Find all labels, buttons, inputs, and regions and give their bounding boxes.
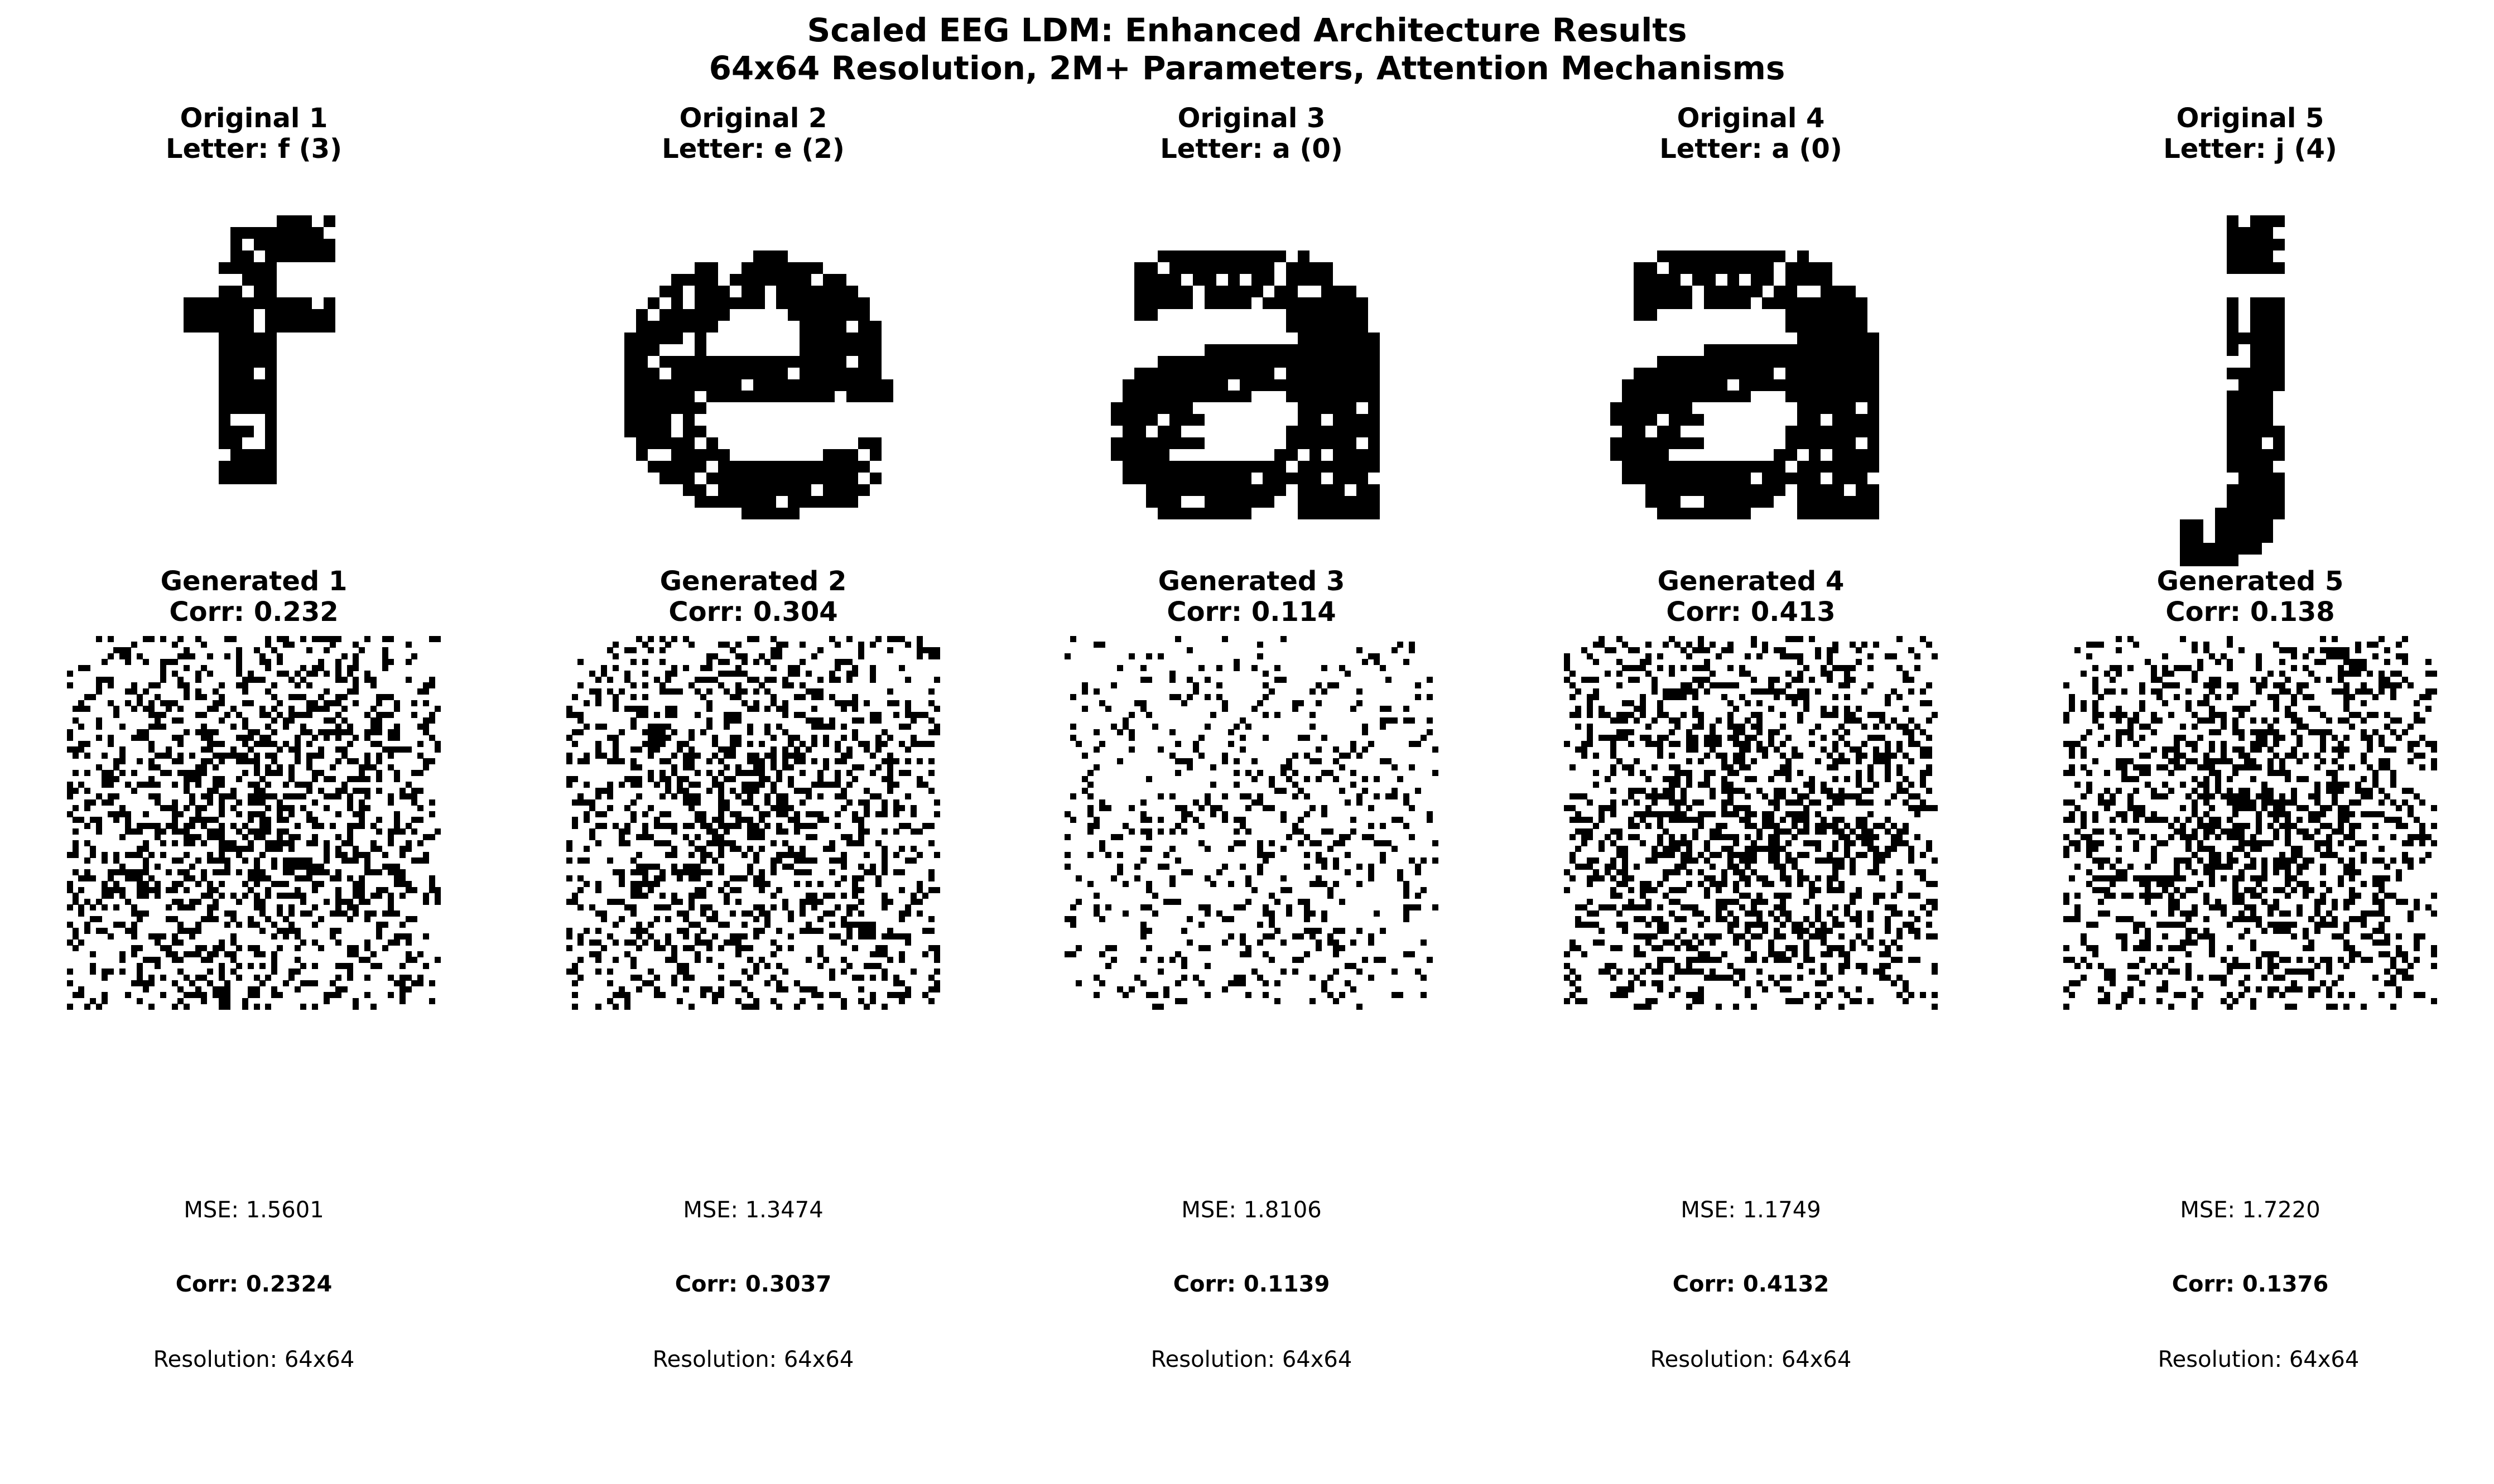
generated-panel-title-4: Generated 4 Corr: 0.413 [1556, 566, 1946, 628]
original-letter-label: Letter: a (0) [1659, 133, 1842, 165]
generated-corr-label: Corr: 0.304 [668, 596, 838, 628]
original-image-1 [67, 192, 441, 566]
generated-label: Generated 3 [1158, 566, 1345, 597]
original-panel-title-1: Original 1 Letter: f (3) [59, 103, 449, 165]
mse-stat-1: MSE: 1.5601 [184, 1197, 324, 1223]
generated-image-1 [67, 636, 441, 1010]
original-panel-title-2: Original 2 Letter: e (2) [558, 103, 949, 165]
original-image-3 [1065, 192, 1438, 566]
generated-label: Generated 4 [1657, 566, 1845, 597]
corr-stat-3: Corr: 0.1139 [1173, 1271, 1330, 1297]
original-letter-label: Letter: e (2) [662, 133, 845, 165]
generated-corr-label: Corr: 0.413 [1666, 596, 1836, 628]
original-panel-title-3: Original 3 Letter: a (0) [1056, 103, 1447, 165]
generated-corr-label: Corr: 0.138 [2165, 596, 2335, 628]
generated-label: Generated 1 [160, 566, 348, 597]
resolution-stat-5: Resolution: 64x64 [2158, 1347, 2360, 1372]
resolution-stat-4: Resolution: 64x64 [1650, 1347, 1852, 1372]
original-label: Original 3 [1177, 103, 1326, 134]
generated-label: Generated 5 [2156, 566, 2344, 597]
generated-corr-label: Corr: 0.114 [1167, 596, 1336, 628]
figure-title-line-1: Scaled EEG LDM: Enhanced Architecture Re… [807, 11, 1687, 49]
original-letter-label: Letter: j (4) [2163, 133, 2337, 165]
generated-panel-title-2: Generated 2 Corr: 0.304 [558, 566, 949, 628]
resolution-stat-1: Resolution: 64x64 [153, 1347, 355, 1372]
original-letter-label: Letter: a (0) [1160, 133, 1343, 165]
generated-panel-title-1: Generated 1 Corr: 0.232 [59, 566, 449, 628]
mse-stat-5: MSE: 1.7220 [2180, 1197, 2320, 1223]
corr-stat-4: Corr: 0.4132 [1672, 1271, 1829, 1297]
generated-corr-label: Corr: 0.232 [169, 596, 339, 628]
generated-image-5 [2063, 636, 2437, 1010]
original-panel-title-5: Original 5 Letter: j (4) [2055, 103, 2445, 165]
generated-image-4 [1564, 636, 1938, 1010]
mse-stat-4: MSE: 1.1749 [1681, 1197, 1821, 1223]
original-label: Original 2 [679, 103, 827, 134]
generated-label: Generated 2 [659, 566, 847, 597]
generated-panel-title-5: Generated 5 Corr: 0.138 [2055, 566, 2445, 628]
resolution-stat-3: Resolution: 64x64 [1150, 1347, 1352, 1372]
original-label: Original 1 [180, 103, 328, 134]
resolution-stat-2: Resolution: 64x64 [652, 1347, 854, 1372]
generated-image-3 [1065, 636, 1438, 1010]
corr-stat-5: Corr: 0.1376 [2172, 1271, 2329, 1297]
original-label: Original 4 [1677, 103, 1825, 134]
corr-stat-2: Corr: 0.3037 [675, 1271, 832, 1297]
generated-panel-title-3: Generated 3 Corr: 0.114 [1056, 566, 1447, 628]
original-image-4 [1564, 192, 1938, 566]
original-image-5 [2063, 192, 2437, 566]
original-label: Original 5 [2176, 103, 2324, 134]
mse-stat-2: MSE: 1.3474 [683, 1197, 824, 1223]
original-letter-label: Letter: f (3) [165, 133, 343, 165]
figure-title-line-2: 64x64 Resolution, 2M+ Parameters, Attent… [709, 49, 1785, 87]
corr-stat-1: Corr: 0.2324 [175, 1271, 333, 1297]
mse-stat-3: MSE: 1.8106 [1181, 1197, 1322, 1223]
original-image-2 [566, 192, 940, 566]
original-panel-title-4: Original 4 Letter: a (0) [1556, 103, 1946, 165]
generated-image-2 [566, 636, 940, 1010]
